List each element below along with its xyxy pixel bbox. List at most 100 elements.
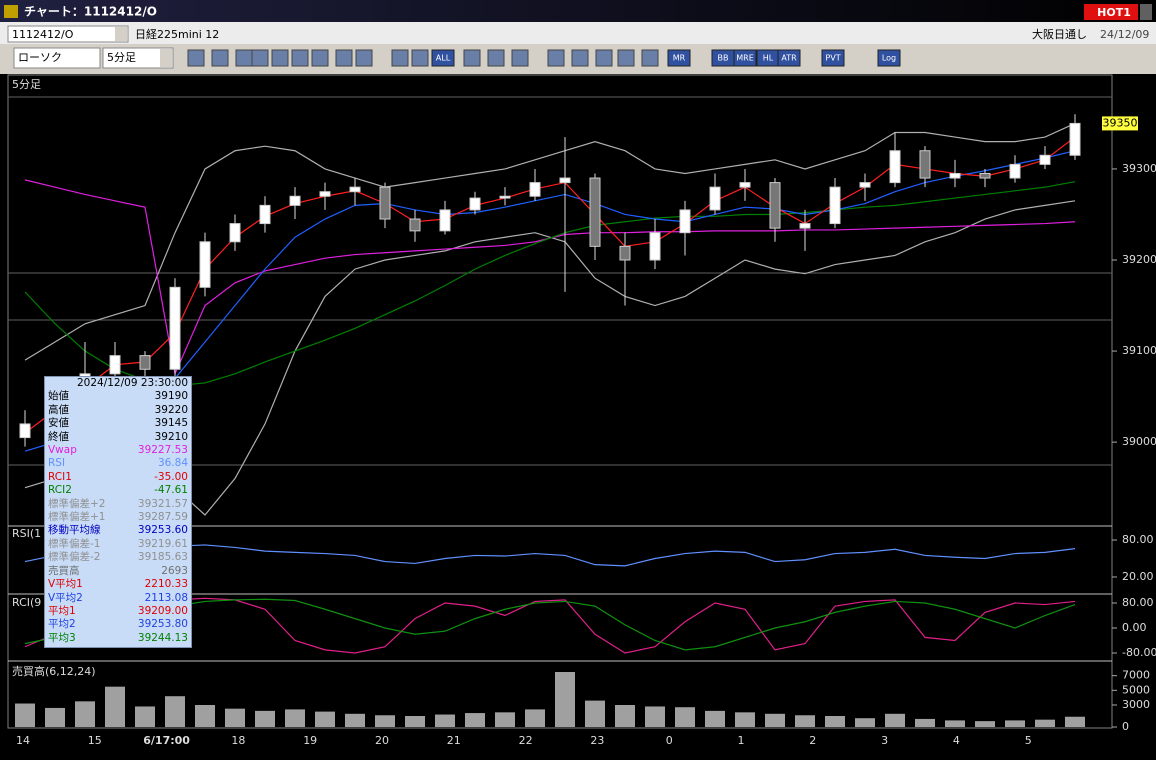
symbol-input[interactable] (7, 25, 129, 43)
info-row: 標準偏差+2 39321.57 (48, 498, 188, 511)
series-line (24, 181, 1076, 387)
info-value: 2210.33 (144, 578, 188, 591)
candle-body (859, 182, 871, 188)
candle-body (919, 150, 931, 179)
toolbar-icon[interactable] (251, 49, 269, 67)
x-tick-label: 18 (231, 734, 245, 747)
toolbar-icon[interactable] (271, 49, 289, 67)
info-value: 2113.08 (144, 591, 188, 604)
style-select[interactable] (13, 47, 101, 69)
toolbar-icon[interactable] (733, 49, 757, 67)
info-value: 39209.00 (137, 604, 188, 617)
info-row: 平均2 39253.80 (48, 618, 188, 631)
info-row: RCI1 -35.00 (48, 471, 188, 484)
toolbar-icon[interactable] (291, 49, 309, 67)
candle-body (229, 223, 241, 243)
toolbar-icon-label: MRE (736, 54, 754, 63)
info-label: 高値 (48, 403, 69, 416)
info-label: 移動平均線 (48, 524, 101, 537)
interval-select[interactable] (102, 47, 174, 69)
toolbar-icon[interactable] (211, 49, 229, 67)
info-value: 39190 (154, 390, 188, 403)
volume-bar (765, 713, 785, 727)
y-tick-label: 20.00 (1122, 570, 1154, 583)
volume-bar (375, 715, 395, 727)
info-value: 39244.13 (137, 631, 188, 644)
candle-body (1069, 122, 1081, 156)
window-title: チャート：1112412/O (24, 5, 157, 19)
toolbar-icon-label: ATR (781, 54, 797, 63)
candle-body (439, 209, 451, 232)
candle-body (1009, 163, 1021, 179)
x-tick-label: 4 (953, 734, 960, 747)
volume-bar (315, 711, 335, 727)
toolbar-icon[interactable] (411, 49, 429, 67)
volume-bar (105, 686, 125, 727)
info-label: RSI (48, 457, 66, 470)
toolbar-icon[interactable] (571, 49, 589, 67)
info-label: 平均1 (48, 604, 76, 617)
candle-body (739, 182, 751, 188)
price-marker (1102, 116, 1138, 131)
toolbar-icon[interactable] (547, 49, 565, 67)
toolbar-icon[interactable] (641, 49, 659, 67)
volume-bar (45, 707, 65, 727)
candle-body (139, 355, 151, 370)
volume-bar (405, 716, 425, 727)
toolbar-icon-label: MR (673, 54, 686, 63)
chart-area (0, 74, 1156, 760)
dropdown-button[interactable] (160, 49, 172, 67)
toolbar-icon-label: PVT (825, 54, 840, 63)
hot-badge[interactable] (1084, 4, 1138, 20)
toolbar-icon[interactable] (877, 49, 901, 67)
candle-body (319, 191, 331, 197)
toolbar-icon[interactable] (617, 49, 635, 67)
date: 24/12/09 (1100, 28, 1149, 41)
toolbar-icon[interactable] (777, 49, 801, 67)
info-header: 2024/12/09 23:30:00 (76, 377, 188, 389)
toolbar-icon[interactable] (311, 49, 329, 67)
symbol-name: 日経225mini 12 (135, 28, 219, 41)
volume-bar (1035, 719, 1055, 727)
x-tick-label: 2 (809, 734, 816, 747)
volume-bar (15, 703, 35, 727)
info-row: Vwap 39227.53 (48, 444, 188, 457)
volume-bar (555, 672, 575, 727)
dropdown-button[interactable] (115, 27, 127, 41)
symbol-code: 1112412/O (12, 28, 74, 41)
info-value: 36.84 (157, 457, 188, 470)
info-label: Vwap (48, 444, 77, 457)
candle-body (649, 232, 661, 261)
volume-bar (675, 707, 695, 727)
candle-body (949, 172, 961, 179)
info-value: 39220 (154, 403, 188, 416)
toolbar-icon[interactable] (821, 49, 845, 67)
toolbar-icon[interactable] (335, 49, 353, 67)
toolbar-icon[interactable] (595, 49, 613, 67)
info-value: -47.61 (154, 484, 188, 497)
toolbar-icon[interactable] (487, 49, 505, 67)
y-tick-label: 39300 (1122, 162, 1156, 175)
volume-bar (465, 713, 485, 727)
toolbar-icon[interactable] (355, 49, 373, 67)
toolbar-icon[interactable] (235, 49, 253, 67)
toolbar-icon[interactable] (431, 49, 455, 67)
toolbar-icon[interactable] (511, 49, 529, 67)
volume-bar (195, 705, 215, 727)
toolbar-icon[interactable] (391, 49, 409, 67)
chart-style: ローソク (18, 51, 62, 64)
toolbar-icon[interactable] (463, 49, 481, 67)
candle-body (1039, 154, 1051, 165)
info-row: RCI2 -47.61 (48, 484, 188, 497)
candle-body (769, 182, 781, 229)
y-tick-label: 7000 (1122, 669, 1150, 682)
y-tick-label: 3000 (1122, 698, 1150, 711)
info-label: 平均3 (48, 631, 76, 644)
x-tick-label: 1 (738, 734, 745, 747)
candle-body (559, 177, 571, 184)
window-button[interactable] (1140, 4, 1152, 20)
candle-body (499, 195, 511, 199)
toolbar-icon[interactable] (187, 49, 205, 67)
toolbar-icon[interactable] (667, 49, 691, 67)
